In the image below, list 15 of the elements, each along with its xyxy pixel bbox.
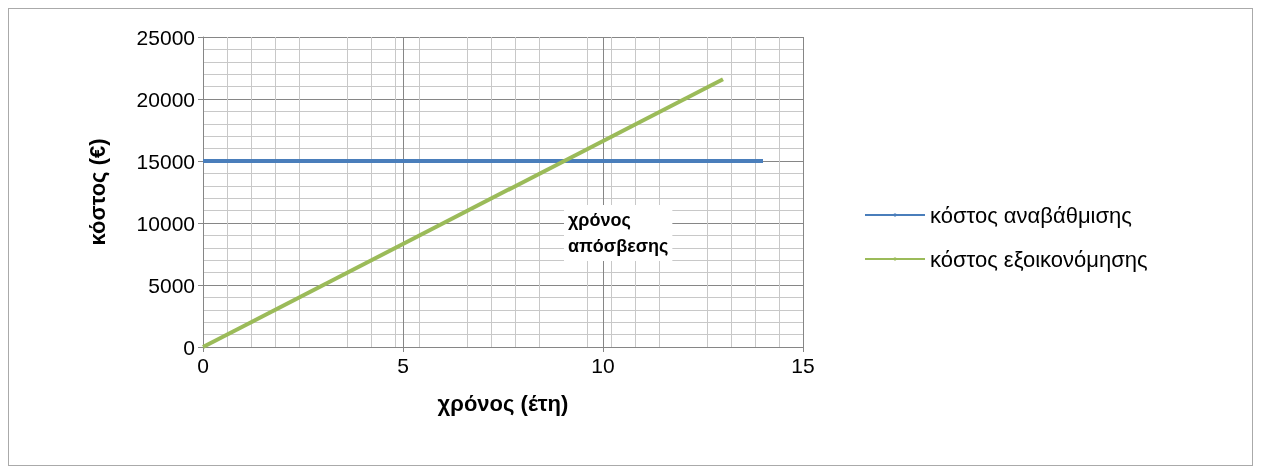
x-tick-label: 5 xyxy=(397,354,409,377)
x-axis-title: χρόνος (έτη) xyxy=(437,390,569,416)
y-tick-label: 0 xyxy=(183,335,195,359)
y-axis-title: κόστος (€) xyxy=(84,138,110,246)
x-tick-label: 15 xyxy=(791,354,815,377)
legend-label: κόστος αναβάθμισης xyxy=(930,202,1132,228)
annotation: χρόνος απόσβεσης xyxy=(568,210,669,256)
x-tick-label: 0 xyxy=(197,354,209,377)
y-tick-label: 25000 xyxy=(136,25,195,49)
x-tick-label: 10 xyxy=(591,354,615,377)
legend-label: κόστος εξοικονόμησης xyxy=(930,246,1148,272)
y-tick-label: 10000 xyxy=(136,211,195,235)
y-tick-label: 5000 xyxy=(148,273,195,297)
y-tick-label: 15000 xyxy=(136,149,195,173)
y-tick-label: 20000 xyxy=(136,87,195,111)
